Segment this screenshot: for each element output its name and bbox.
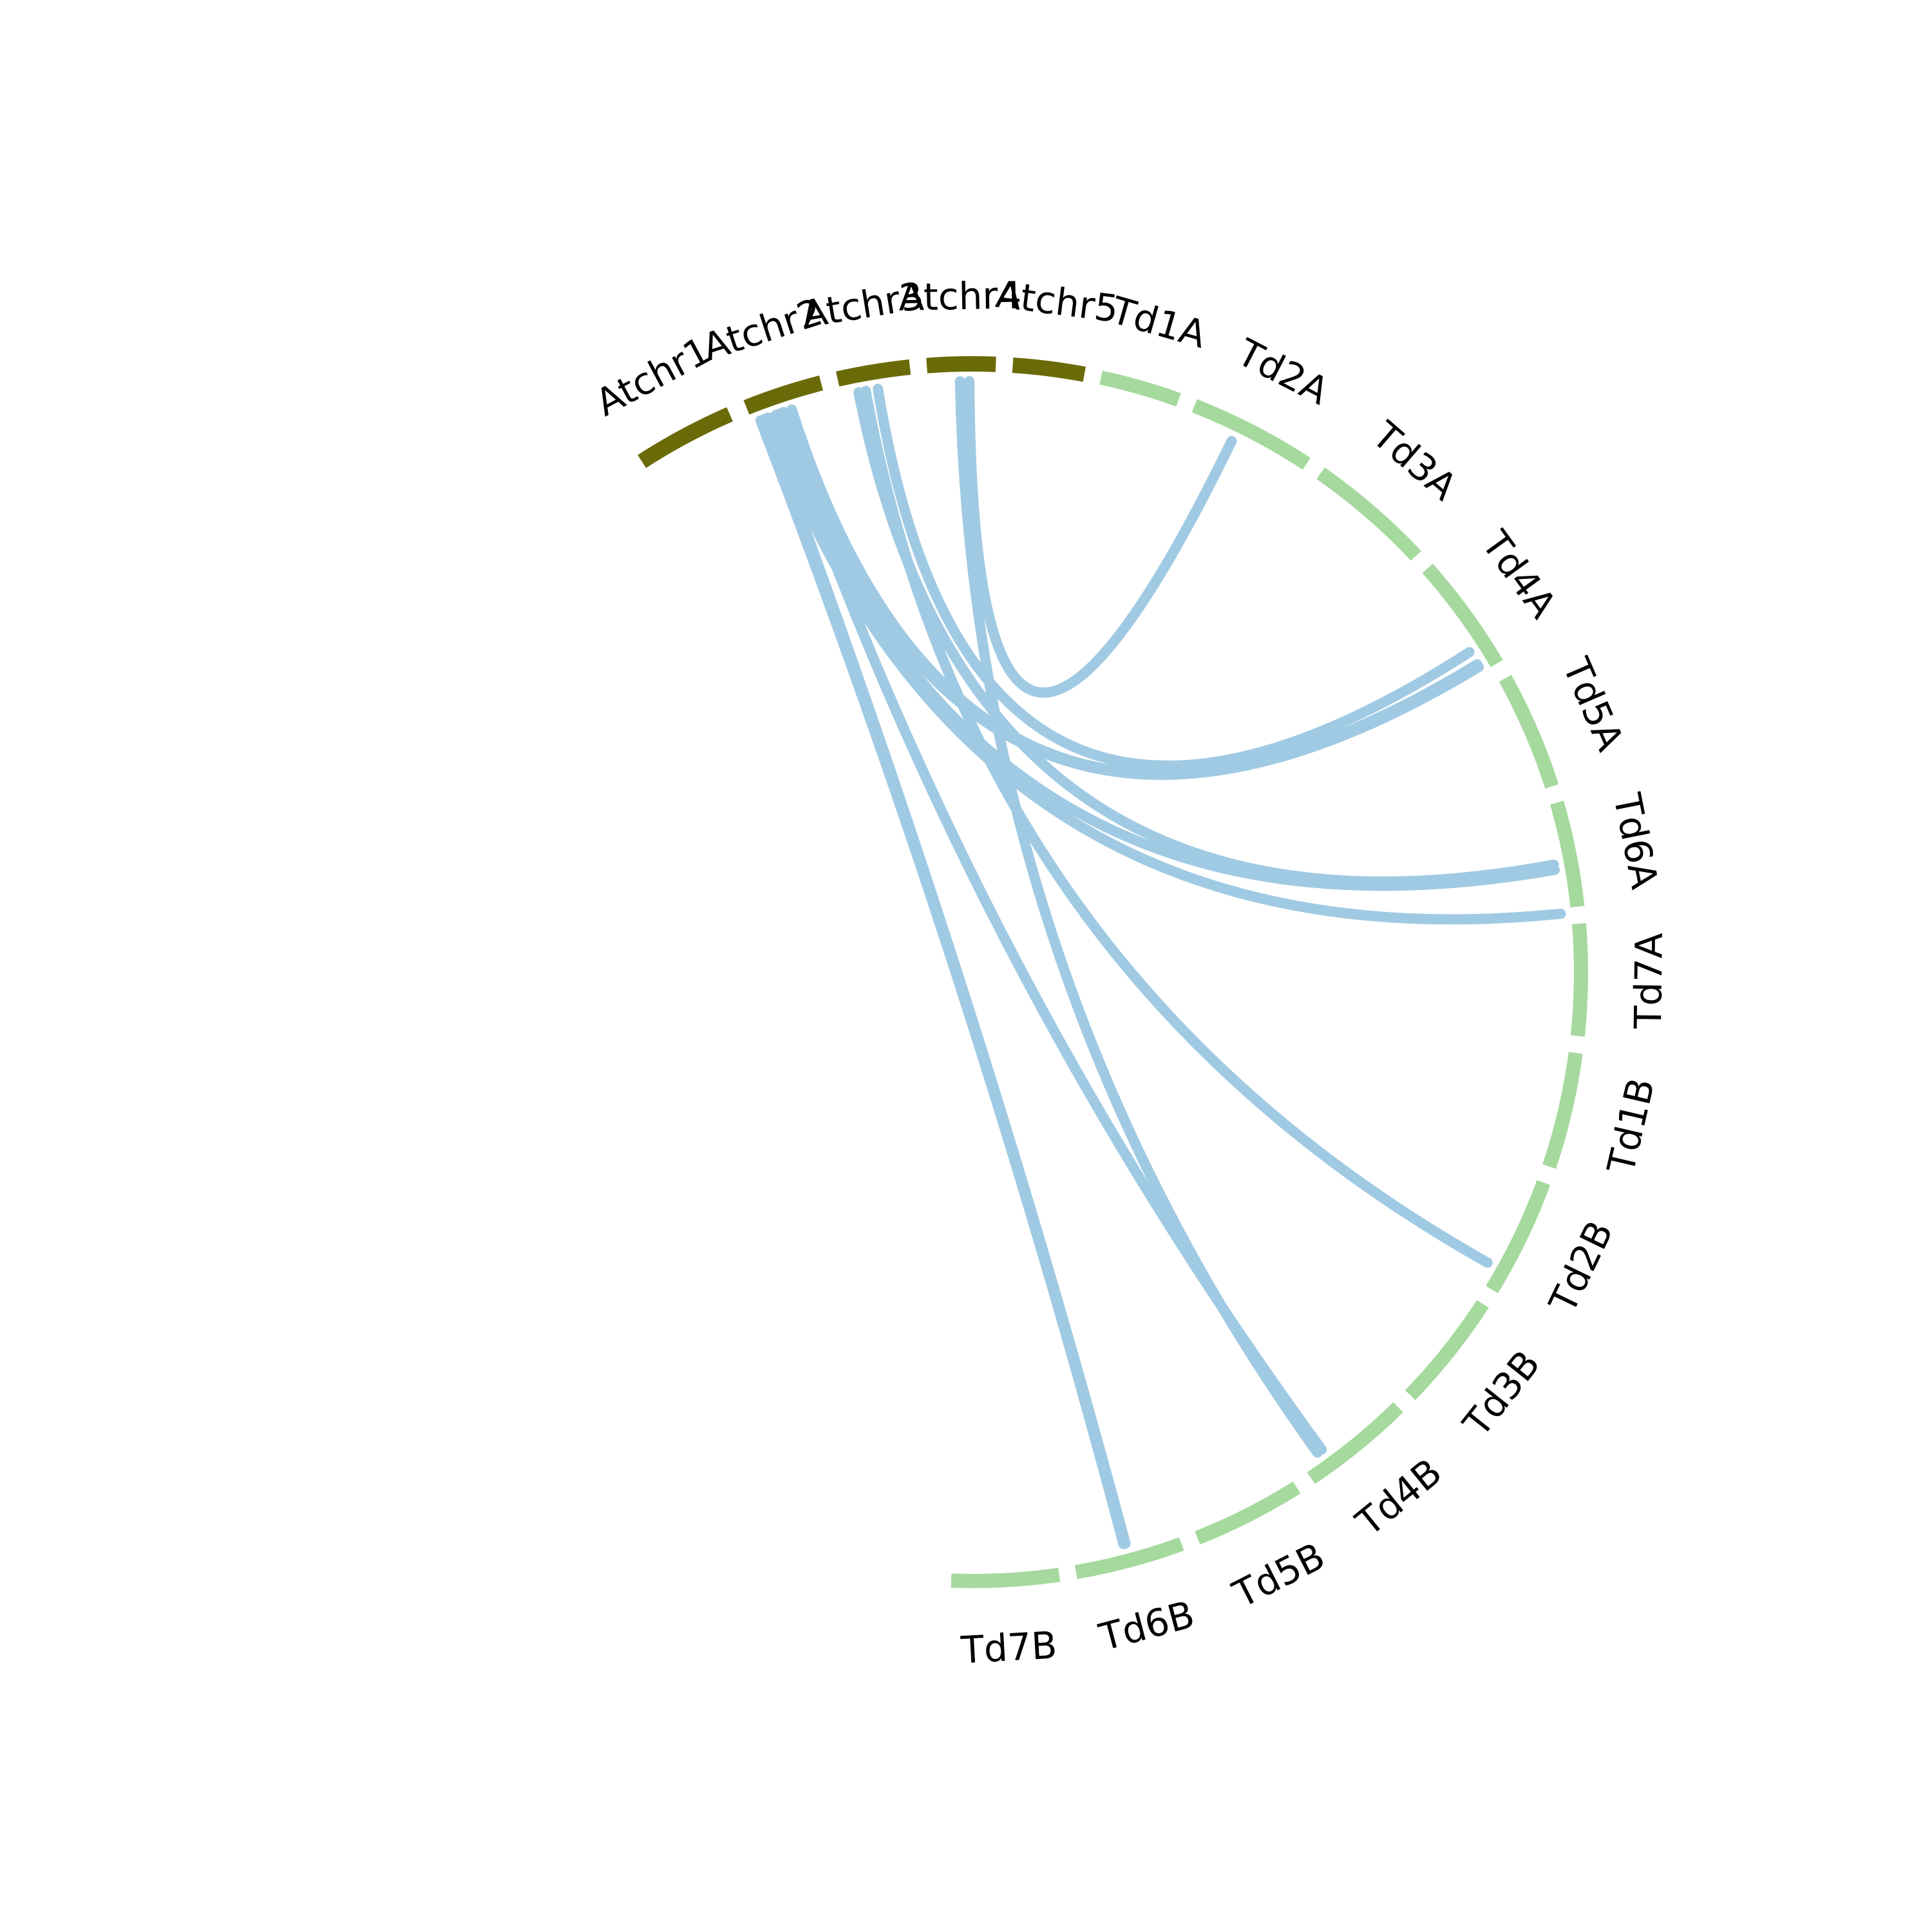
segment-label-td2a: Td2A [1230,330,1336,413]
segment-arc-td5b [1195,1481,1301,1545]
links-layer [755,376,1566,1549]
segment-arc-td7a [1570,923,1588,1037]
segment-label-td6a: Td6A [1605,789,1667,892]
segment-label-td6b: Td6B [1094,1592,1198,1659]
segment-arc-td6b [1074,1537,1184,1580]
link-atchr4-td2a [964,376,1237,698]
segment-label-atchr4: Atchr4 [898,273,1022,319]
segment-arc-td4a [1422,564,1503,667]
segment-label-td5a: Td5A [1554,651,1633,757]
segment-arc-td6a [1549,800,1585,908]
segment-label-td2b: Td2B [1540,1214,1622,1320]
segment-label-td4a: Td4A [1473,522,1565,626]
segment-label-td5b: Td5B [1226,1534,1331,1617]
segment-arc-td1a [1099,370,1181,407]
segment-label-td1a: Td1A [1106,288,1211,357]
link-atchr2-td6b [755,415,1129,1549]
link-atchr4-td4b [954,376,1323,1458]
link-atchr2-td6a [771,410,1560,891]
segment-label-td7a: Td7A [1626,933,1671,1030]
segment-arc-td2b [1486,1180,1551,1294]
link-atchr2-td4b [775,408,1327,1455]
segment-label-atchr5: Atchr5 [994,272,1121,331]
segment-label-td7b: Td7B [960,1623,1058,1672]
segment-label-td1b: Td1B [1598,1074,1663,1178]
segment-arc-td2a [1191,399,1311,470]
segment-arc-atchr4 [926,356,996,374]
segments-layer [638,356,1588,1588]
segment-arc-td7b [951,1567,1061,1588]
segment-arc-td4b [1307,1402,1403,1484]
segment-label-td3a: Td3A [1364,413,1466,509]
link-atchr3-td2b [860,386,1493,1268]
segment-arc-td5a [1499,674,1559,789]
link-atchr2-td4a [779,406,1484,780]
segment-label-td3b: Td3B [1454,1342,1549,1445]
segment-label-atchr1: Atchr1 [589,328,717,425]
segment-arc-atchr2 [743,375,824,415]
segment-arc-td3a [1316,467,1421,561]
segment-arc-atchr3 [835,359,911,387]
segment-arc-atchr1 [638,407,733,468]
segment-arc-atchr5 [1012,357,1086,382]
segment-label-td4b: Td4B [1347,1450,1450,1544]
link-atchr3-td4a [873,383,1475,771]
segment-arc-td3b [1405,1300,1489,1401]
segment-arc-td1b [1542,1052,1583,1169]
